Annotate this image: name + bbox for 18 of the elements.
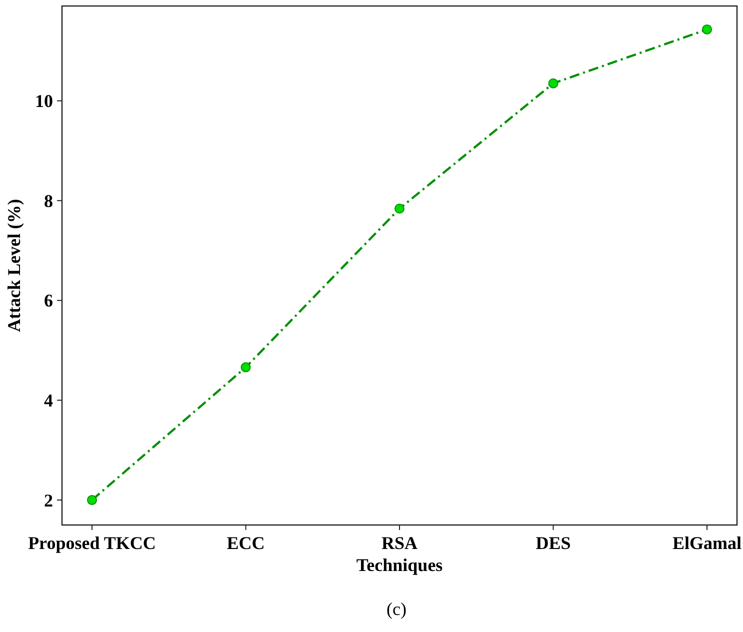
x-axis-title: Techniques: [356, 555, 443, 575]
y-tick-label: 10: [35, 91, 53, 112]
x-tick-label: ElGamal: [672, 533, 742, 553]
point: [702, 24, 712, 34]
y-axis-title: Attack Level (%): [4, 199, 24, 332]
point: [240, 362, 251, 372]
point: [394, 204, 404, 214]
point: [87, 495, 97, 506]
x-tick-label: ECC: [226, 533, 265, 553]
y-tick-label: 2: [44, 490, 53, 510]
x-tick-label: DES: [536, 533, 571, 553]
point: [548, 78, 558, 88]
y-tick-label: 8: [44, 190, 53, 211]
x-tick-label: Proposed TKCC: [28, 533, 156, 553]
text: (c): [386, 599, 406, 619]
y-tick-label: 4: [44, 390, 53, 411]
x-tick-label: RSA: [381, 533, 418, 553]
y-tick-label: 6: [44, 290, 53, 311]
